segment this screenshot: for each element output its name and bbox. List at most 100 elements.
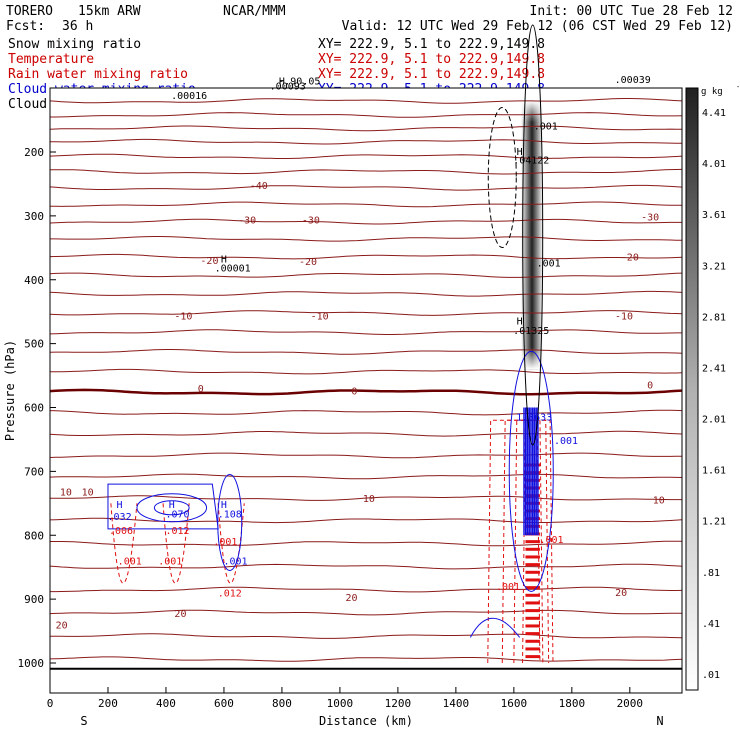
temperature-line [49, 409, 683, 416]
colorbar-label: .41 [702, 619, 720, 630]
temperature-label: -10 [311, 311, 329, 322]
temperature-line [49, 184, 683, 191]
cloud-water-label: 1.3633 [516, 412, 552, 423]
temperature-contours [49, 98, 683, 670]
temperature-line [50, 236, 683, 242]
y-tick-label: 700 [24, 465, 44, 478]
cloud-water-max-marker: H [221, 500, 227, 511]
south-label: S [80, 714, 87, 728]
rain-label: .012 [218, 589, 242, 600]
colorbar-label: 3.21 [702, 261, 726, 272]
colorbar-label: 4.41 [702, 108, 726, 119]
colorbar-unit-exponent: -1 [736, 83, 740, 91]
colorbar-gradient [685, 87, 699, 691]
temperature-label: 0 [198, 384, 204, 395]
colorbar-label: 4.01 [702, 159, 726, 170]
temperature-line [49, 253, 683, 260]
x-axis-label: Distance (km) [319, 714, 413, 728]
colorbar-label: 1.61 [702, 466, 726, 477]
snow-shading [521, 100, 543, 370]
fcst-value: 36 h [62, 19, 93, 34]
temperature-label: 10 [363, 494, 375, 505]
temperature-label: -20 [299, 257, 317, 268]
cloud-water-label: .108 [218, 509, 242, 520]
cloud-water-contour [153, 500, 190, 516]
field-name: Temperature [8, 52, 94, 67]
y-tick-label: 900 [24, 593, 44, 606]
rain-label: .001 [496, 582, 520, 593]
rain-label: .006 [109, 526, 133, 537]
cloud-water-contour [469, 618, 521, 638]
rain-cell [162, 503, 190, 584]
temperature-line [49, 310, 683, 316]
fcst-label: Fcst: [6, 19, 45, 34]
temperature-label: 20 [345, 593, 357, 604]
cloud-ice-label: .001 [534, 122, 558, 133]
x-tick-label: 400 [156, 697, 176, 710]
y-tick-label: 500 [24, 338, 44, 351]
cloud-ice-label: .00001 [215, 263, 251, 274]
temperature-line [49, 153, 683, 159]
temperature-line [49, 349, 683, 355]
cloud-ice-label: .00093 [270, 81, 306, 92]
x-tick-label: 0 [47, 697, 54, 710]
resolution-title: 15km ARW [78, 4, 141, 19]
x-tick-label: 1400 [443, 697, 470, 710]
temperature-label: -30 [238, 216, 256, 227]
colorbar-label: 2.81 [702, 312, 726, 323]
colorbar-unit: g kg [701, 87, 723, 97]
temperature-line [49, 495, 682, 501]
temperature-line [49, 452, 683, 459]
colorbar-label: 1.21 [702, 517, 726, 528]
cloud-water-max-label: .032 [108, 512, 132, 523]
cloud-ice-contour [522, 24, 544, 446]
temperature-line [49, 218, 682, 225]
temperature-line [50, 138, 683, 145]
y-tick-label: 600 [24, 402, 44, 415]
colorbar-label: 2.41 [702, 363, 726, 374]
temperature-line [49, 609, 682, 616]
x-tick-label: 1000 [327, 697, 354, 710]
x-tick-label: 1200 [385, 697, 412, 710]
north-label: N [656, 714, 663, 728]
rain-label: .001 [158, 557, 182, 568]
rain-contour [487, 419, 554, 664]
colorbar-label: .01 [702, 670, 720, 681]
temperature-line [49, 430, 683, 437]
cloud-ice-contour [487, 107, 517, 249]
model-title: TORERO [6, 4, 53, 19]
temperature-line [49, 388, 683, 396]
temperature-line [50, 633, 683, 639]
field-name: Snow mixing ratio [8, 37, 141, 52]
cloud-ice-label: .04122 [513, 155, 549, 166]
cloud-water-max-marker: H [117, 500, 123, 511]
snow-column-fade [521, 100, 543, 370]
temperature-label: 20 [56, 621, 68, 632]
cloud-water-label: .070 [166, 509, 190, 520]
x-tick-label: 800 [272, 697, 292, 710]
rain-label: .012 [166, 526, 190, 537]
y-tick-label: 1000 [18, 657, 45, 670]
plot-frame [49, 87, 683, 694]
cloud-ice-label: -.90.05 [278, 76, 320, 87]
cloud-ice-label: .001 [537, 258, 561, 269]
temperature-label: 10 [653, 495, 665, 506]
maximum-marker: H [279, 76, 285, 87]
temperature-line [49, 517, 683, 524]
temperature-line [49, 168, 683, 175]
x-tick-label: 200 [98, 697, 118, 710]
x-tick-label: 2000 [617, 697, 644, 710]
x-tick-label: 600 [214, 697, 234, 710]
cloud-ice-label: .00016 [171, 91, 207, 102]
temperature-line [50, 112, 683, 118]
colorbar-label: 2.01 [702, 415, 726, 426]
valid-time: Valid: 12 UTC Wed 29 Feb 12 (06 CST Wed … [342, 19, 733, 34]
x-tick-label: 1800 [559, 697, 586, 710]
temperature-label: -30 [302, 216, 320, 227]
temperature-line [49, 201, 682, 208]
temperature-label: 10 [60, 488, 72, 499]
temperature-line [49, 473, 683, 480]
cloud-water-label: .001 [223, 557, 247, 568]
temperature-line [49, 272, 683, 278]
